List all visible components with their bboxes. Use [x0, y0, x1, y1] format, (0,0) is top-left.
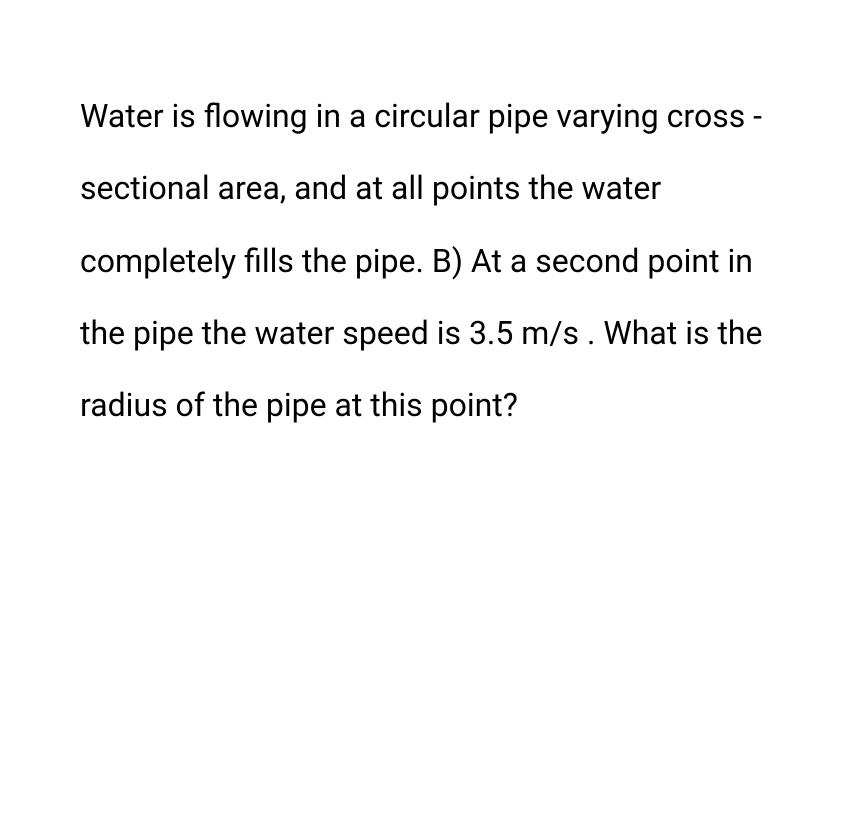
- document-page: Water is flowing in a circular pipe vary…: [0, 0, 855, 821]
- question-body-text: Water is flowing in a circular pipe vary…: [80, 80, 783, 442]
